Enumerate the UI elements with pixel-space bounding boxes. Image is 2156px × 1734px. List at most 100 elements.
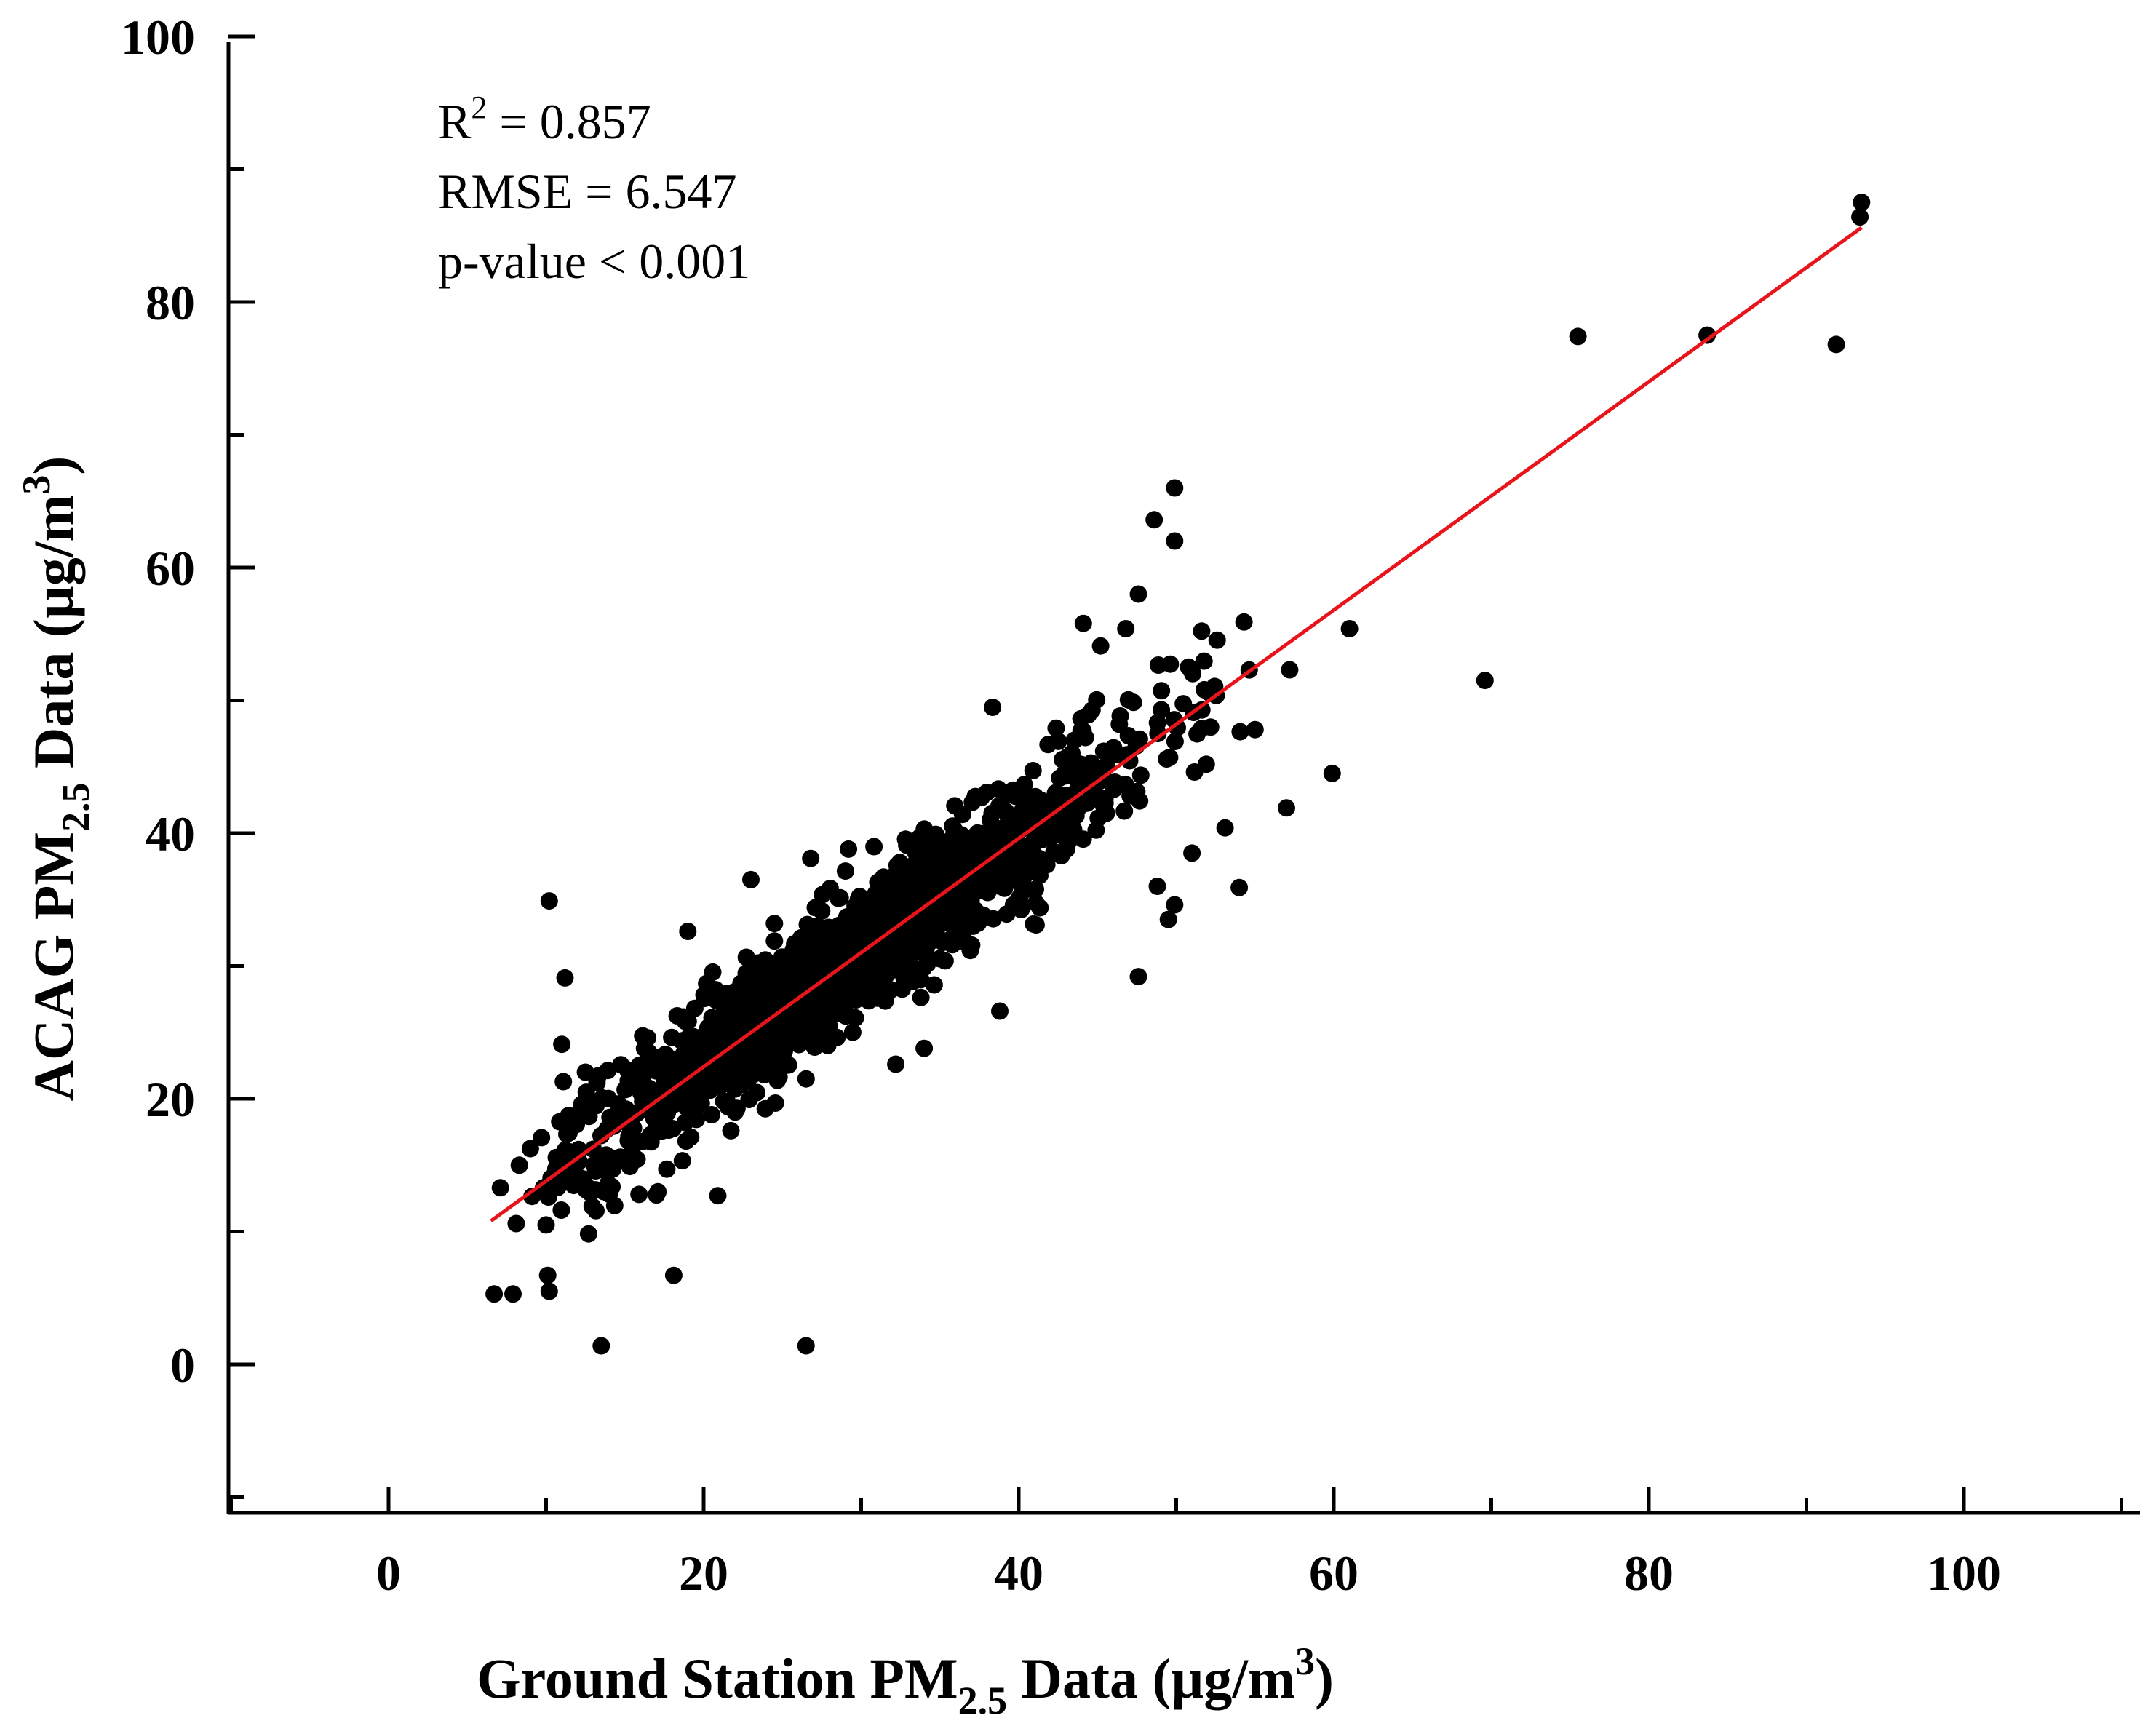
scatter-point	[533, 1129, 551, 1147]
scatter-point	[843, 1023, 862, 1041]
x-tick-label: 100	[1927, 1546, 2001, 1601]
scatter-point	[624, 1148, 643, 1166]
scatter-point	[1010, 872, 1028, 891]
scatter-point	[840, 924, 857, 942]
scatter-point	[1169, 719, 1186, 736]
scatter-point	[1193, 701, 1211, 719]
scatter-point	[485, 1285, 504, 1303]
scatter-point	[1010, 898, 1028, 916]
scatter-point	[1074, 614, 1092, 632]
scatter-point	[1149, 656, 1167, 674]
scatter-point	[685, 1105, 703, 1123]
scatter-point	[756, 951, 774, 969]
scatter-point	[1159, 910, 1177, 928]
scatter-point	[925, 832, 943, 851]
scatter-point	[1166, 896, 1184, 914]
scatter-point	[507, 1214, 525, 1233]
scatter-point	[1024, 762, 1042, 779]
y-tick-label: 40	[146, 806, 195, 862]
scatter-point	[1094, 795, 1112, 814]
scatter-point	[954, 854, 972, 872]
scatter-point	[759, 969, 776, 987]
stats-annotation: R2 = 0.857 RMSE = 6.547 p-value < 0.001	[438, 90, 750, 289]
scatter-point	[664, 1266, 683, 1284]
scatter-point	[673, 1152, 691, 1170]
rmse-label: RMSE = 6.547	[438, 164, 737, 219]
scatter-point	[1145, 511, 1163, 529]
scatter-point	[1108, 746, 1126, 764]
scatter-point	[521, 1140, 539, 1158]
scatter-point	[910, 856, 928, 875]
scatter-point	[1115, 802, 1134, 820]
scatter-point	[1014, 801, 1032, 819]
scatter-point	[894, 874, 912, 892]
scatter-point	[1129, 968, 1147, 986]
scatter-point	[972, 789, 990, 807]
scatter-point	[504, 1285, 522, 1303]
scatter-point	[603, 1177, 621, 1196]
scatter-point	[1121, 787, 1139, 805]
scatter-point	[1094, 742, 1113, 760]
scatter-point	[799, 1002, 817, 1019]
scatter-point	[777, 983, 795, 1001]
scatter-point	[1030, 793, 1048, 811]
scatter-point	[726, 1103, 744, 1121]
scatter-point	[1129, 585, 1147, 603]
scatter-point	[656, 1046, 675, 1063]
scatter-point	[1340, 620, 1359, 637]
scatter-point	[1166, 479, 1184, 497]
scatter-point	[1131, 766, 1150, 784]
scatter-point	[1149, 725, 1167, 743]
scatter-point	[677, 1132, 695, 1150]
scatter-point	[798, 958, 816, 976]
scatter-point	[945, 892, 963, 910]
scatter-point	[797, 1337, 815, 1355]
scatter-point	[663, 1028, 681, 1046]
scatter-point	[1476, 672, 1494, 690]
scatter-point	[538, 1266, 557, 1284]
scatter-point	[1124, 693, 1142, 712]
scatter-point	[1174, 695, 1193, 713]
scatter-point	[931, 950, 949, 968]
scatter-point	[539, 1188, 557, 1206]
scatter-point	[915, 875, 934, 893]
scatter-point	[870, 902, 888, 919]
scatter-point	[592, 1337, 610, 1355]
scatter-point	[765, 932, 784, 950]
scatter-point	[765, 915, 784, 933]
x-tick-label: 60	[1309, 1546, 1359, 1601]
scatter-point	[641, 1061, 659, 1079]
scatter-point	[685, 1027, 703, 1046]
y-tick-label: 20	[146, 1072, 195, 1127]
x-axis-title: Ground Station PM2.5 Data (µg/m3)	[477, 1639, 1334, 1722]
scatter-points	[485, 194, 1871, 1355]
scatter-point	[577, 1083, 595, 1102]
scatter-point	[1047, 719, 1065, 737]
scatter-point	[694, 1080, 712, 1098]
scatter-point	[649, 1182, 667, 1201]
scatter-point	[831, 1003, 849, 1022]
scatter-point	[896, 830, 915, 848]
scatter-point	[1193, 622, 1211, 640]
scatter-point	[554, 1073, 573, 1091]
y-tick-label: 60	[146, 541, 195, 596]
scatter-point	[797, 1070, 815, 1088]
scatter-point	[576, 1063, 594, 1081]
scatter-point	[961, 942, 979, 960]
scatter-point	[926, 913, 944, 931]
scatter-point	[658, 1160, 676, 1178]
scatter-point	[540, 1282, 558, 1300]
scatter-point	[867, 884, 885, 902]
scatter-point	[693, 1043, 711, 1062]
scatter-point	[688, 1058, 707, 1076]
scatter-point	[590, 1153, 608, 1171]
scatter-point	[1216, 819, 1234, 837]
scatter-point	[811, 931, 829, 949]
scatter-point	[605, 1196, 624, 1214]
scatter-point	[624, 1129, 642, 1147]
scatter-point	[792, 1020, 811, 1038]
scatter-point	[857, 974, 875, 993]
scatter-point	[830, 889, 847, 907]
scatter-point	[1022, 842, 1041, 860]
scatter-point	[872, 918, 890, 936]
